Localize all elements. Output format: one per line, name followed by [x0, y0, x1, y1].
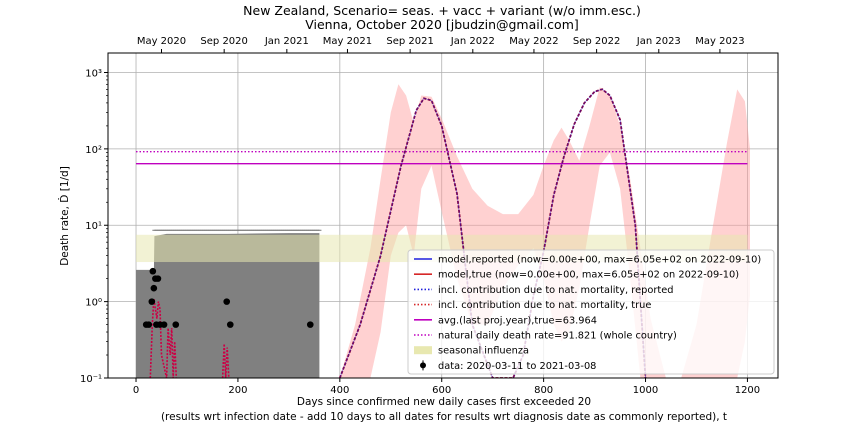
data-point-7	[154, 275, 162, 282]
early-model-spikes-2	[221, 343, 230, 378]
data-point-11	[223, 298, 231, 305]
x-tick-label-5: 1000	[633, 385, 658, 396]
top-tick-label-7: Sep 2022	[573, 36, 620, 47]
legend-label-3: incl. contribution due to nat. mortality…	[438, 300, 651, 311]
data-point-2	[148, 298, 156, 305]
chart-title: New Zealand, Scenario= seas. + vacc + va…	[243, 3, 641, 18]
legend-swatch-7	[420, 362, 426, 369]
top-tick-label-5: Jan 2022	[450, 36, 495, 47]
legend-box	[407, 249, 775, 375]
data-band	[136, 233, 320, 378]
y-tick-label-0: 10⁻¹	[80, 374, 102, 385]
plot-frame	[107, 52, 779, 379]
data-point-12	[226, 321, 234, 328]
legend-label-5: natural daily death rate=91.821 (whole c…	[438, 331, 677, 342]
top-tick-label-9: May 2023	[695, 36, 744, 47]
top-tick-label-8: Jan 2023	[636, 36, 681, 47]
y-tick-label-4: 10³	[85, 68, 102, 79]
axes: 0 200 400 600 800 1000 1200 10⁻¹ 10⁰ 10¹ 10² 10³	[80, 68, 760, 396]
x-axis-label-note: (results wrt infection date - add 10 day…	[161, 411, 727, 423]
data-point-4	[150, 284, 158, 292]
top-tick-label-1: Sep 2020	[200, 36, 247, 47]
data-point-3	[149, 267, 157, 275]
legend: model,reported (now=0.00e+00, max=6.05e+…	[407, 249, 775, 375]
data-point-1	[145, 321, 153, 328]
y-tick-label-2: 10¹	[85, 221, 102, 232]
x-tick-label-3: 600	[432, 385, 451, 396]
top-axis: May 2020 Sep 2020 Jan 2021 May 2021 Sep 2021…	[137, 36, 745, 53]
top-tick-label-0: May 2020	[137, 36, 186, 47]
x-tick-label-1: 200	[228, 385, 247, 396]
y-tick-label-3: 10²	[85, 145, 102, 156]
legend-label-7: data: 2020-03-11 to 2021-03-08	[438, 361, 596, 372]
legend-label-1: model,true (now=0.00e+00, max=6.05e+02 o…	[438, 270, 739, 281]
top-tick-label-2: Jan 2021	[264, 36, 309, 47]
legend-label-0: model,reported (now=0.00e+00, max=6.05e+…	[438, 255, 761, 266]
legend-label-6: seasonal influenza	[438, 346, 529, 357]
x-tick-label-0: 0	[133, 385, 139, 396]
x-tick-label-2: 400	[330, 385, 349, 396]
y-tick-label-1: 10⁰	[85, 298, 102, 309]
top-tick-label-6: May 2022	[509, 36, 558, 47]
y-axis-label: Death rate, Ḋ [1/d]	[58, 166, 71, 266]
data-point-10	[172, 321, 180, 328]
x-tick-label-4: 800	[534, 385, 553, 396]
x-axis-label: Days since confirmed new daily cases fir…	[297, 396, 591, 408]
data-point-9	[160, 321, 168, 328]
top-tick-label-3: May 2021	[323, 36, 372, 47]
legend-label-2: incl. contribution due to nat. mortality…	[438, 285, 673, 296]
top-tick-label-4: Sep 2021	[386, 36, 433, 47]
data-point-13	[306, 321, 314, 328]
legend-label-4: avg.(last proj.year),true=63.964	[438, 315, 597, 326]
x-tick-label-6: 1200	[735, 385, 760, 396]
chart-subtitle: Vienna, October 2020 [jbudzin@gmail.com]	[305, 17, 579, 32]
legend-swatch-6	[414, 346, 432, 355]
